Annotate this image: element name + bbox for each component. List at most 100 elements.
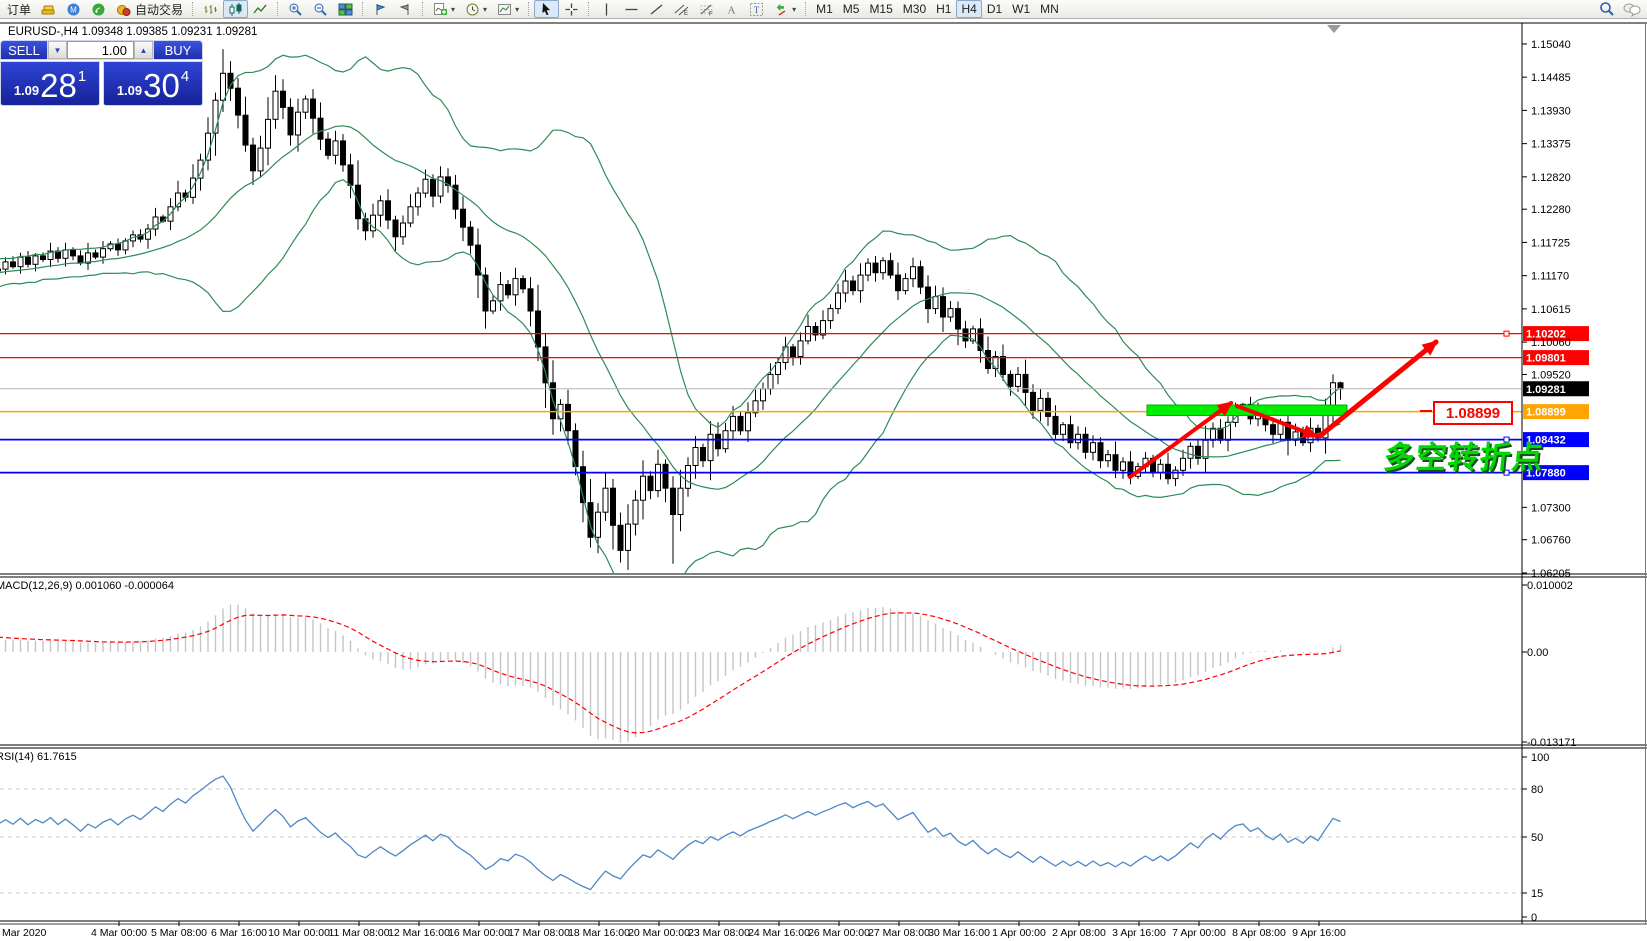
tile-glyph: [338, 2, 353, 17]
candle-body: [737, 415, 744, 432]
timeframe-mn-button[interactable]: MN: [1040, 2, 1059, 16]
chart-forward-button[interactable]: [368, 0, 393, 18]
timeframe-h1-button[interactable]: H1: [936, 2, 952, 16]
candle-body: [92, 252, 99, 258]
time-tick-label: 30 Mar 16:00: [928, 927, 990, 939]
price-tag: [1523, 381, 1589, 397]
time-tick-label: 16 Mar 00:00: [448, 927, 510, 939]
candle-body: [437, 176, 444, 197]
candle-body: [790, 346, 796, 357]
candle-body: [295, 111, 301, 136]
search-icon[interactable]: [1599, 1, 1615, 22]
candle-body: [145, 228, 151, 240]
candle-body: [602, 487, 609, 513]
candle-body: [490, 300, 496, 312]
candle-body: [782, 346, 789, 363]
candle-body: [677, 487, 684, 516]
zoom-in-button[interactable]: [283, 0, 308, 18]
autotrading-button-label: 自动交易: [135, 2, 184, 17]
chart-end-button[interactable]: [393, 0, 418, 18]
candle-body: [977, 328, 984, 351]
zoom-out-button[interactable]: [308, 0, 333, 18]
hline-layer: 1.102021.098011.092811.088991.084321.078…: [0, 326, 1589, 481]
buy-button[interactable]: BUY: [153, 40, 203, 60]
signals-icon[interactable]: [86, 0, 111, 18]
candle-body: [1112, 454, 1119, 471]
gold-icon[interactable]: [36, 0, 61, 18]
candle-body: [475, 244, 481, 276]
label-button[interactable]: T: [744, 0, 769, 18]
volume-decrease-button[interactable]: ▼: [48, 41, 67, 59]
candle-body: [1307, 427, 1314, 444]
candle-body: [1277, 421, 1284, 435]
timeframe-m30-button[interactable]: M30: [902, 2, 927, 16]
candle-body: [160, 216, 166, 222]
candle-body: [1285, 421, 1291, 441]
chevron-down-icon: ▾: [515, 4, 520, 14]
crosshair-button[interactable]: [559, 0, 584, 18]
periods-menu-button[interactable]: ▾: [460, 0, 492, 18]
candle-body: [692, 447, 699, 466]
timeframe-d1-button[interactable]: D1: [986, 2, 1003, 16]
templates-menu-button[interactable]: ▾: [492, 0, 524, 18]
price-annotation-flag[interactable]: 1.08899: [1433, 401, 1513, 425]
arrows-button[interactable]: ▾: [769, 0, 801, 18]
timeframe-m5-button[interactable]: M5: [842, 2, 860, 16]
turning-point-annotation: 多空转折点: [1381, 440, 1546, 475]
candle-body: [227, 72, 234, 89]
candle-body: [812, 326, 819, 336]
fibonacci-button[interactable]: F: [694, 0, 719, 18]
trendline-button[interactable]: [644, 0, 669, 18]
candle-body: [1292, 431, 1299, 441]
timeframe-m1-button[interactable]: M1: [816, 2, 833, 16]
volume-input[interactable]: 1.00: [67, 41, 134, 59]
candle-body: [1202, 439, 1209, 459]
text-button[interactable]: A: [719, 0, 744, 18]
candle-body: [85, 252, 91, 264]
candle-body: [1225, 421, 1231, 441]
candle-body: [137, 234, 144, 240]
cursor-button[interactable]: [534, 0, 560, 18]
vertical-line-button[interactable]: [594, 0, 619, 18]
candle-body: [895, 274, 901, 292]
price-tick-label: 1.12820: [1531, 172, 1571, 184]
candle-body: [1000, 356, 1006, 375]
candle-body: [617, 524, 624, 551]
sell-button[interactable]: SELL: [0, 40, 48, 60]
autotrading-button[interactable]: 自动交易: [111, 0, 188, 18]
time-tick-label: 1 Apr 00:00: [992, 927, 1046, 939]
line-chart-button[interactable]: [248, 0, 273, 18]
candle-body: [122, 240, 129, 251]
horizontal-line-button[interactable]: [619, 0, 644, 18]
community-icon[interactable]: M: [61, 0, 86, 18]
candle-body: [40, 255, 46, 260]
candle-body: [707, 433, 714, 462]
candle-body: [1060, 424, 1066, 435]
time-tick-label: 9 Apr 16:00: [1292, 927, 1346, 939]
timeframe-w1-button[interactable]: W1: [1012, 2, 1031, 16]
buy-price-sup: 4: [180, 68, 190, 85]
candle-body: [280, 90, 286, 108]
candle-body: [347, 164, 354, 186]
macd-layer: [0, 604, 1342, 743]
candle-body: [1052, 415, 1059, 435]
order-button[interactable]: 订单: [0, 0, 36, 18]
candlestick-chart-button[interactable]: [223, 0, 249, 18]
price-tick-label: 1.06205: [1531, 568, 1571, 580]
trend-arrow: [1317, 339, 1439, 439]
timeframe-h4-button[interactable]: H4: [956, 0, 982, 18]
candle-body: [917, 266, 924, 288]
sell-price-display[interactable]: 1.09 28 1: [0, 61, 100, 106]
candle-body: [625, 523, 631, 551]
toolbar-separator: [805, 2, 807, 16]
equidistant-channel-button[interactable]: E: [669, 0, 694, 18]
tile-windows-button[interactable]: [333, 0, 358, 18]
bar-chart-button[interactable]: [198, 0, 223, 18]
bb-middle: [0, 125, 1341, 490]
timeframe-m15-button[interactable]: M15: [869, 2, 893, 16]
new-order-menu-button[interactable]: ▾: [428, 0, 460, 18]
price-tick-label: 1.15040: [1531, 39, 1571, 51]
volume-increase-button[interactable]: ▲: [134, 41, 153, 59]
buy-price-display[interactable]: 1.09 30 4: [103, 61, 203, 106]
chat-icon[interactable]: [1623, 2, 1641, 22]
